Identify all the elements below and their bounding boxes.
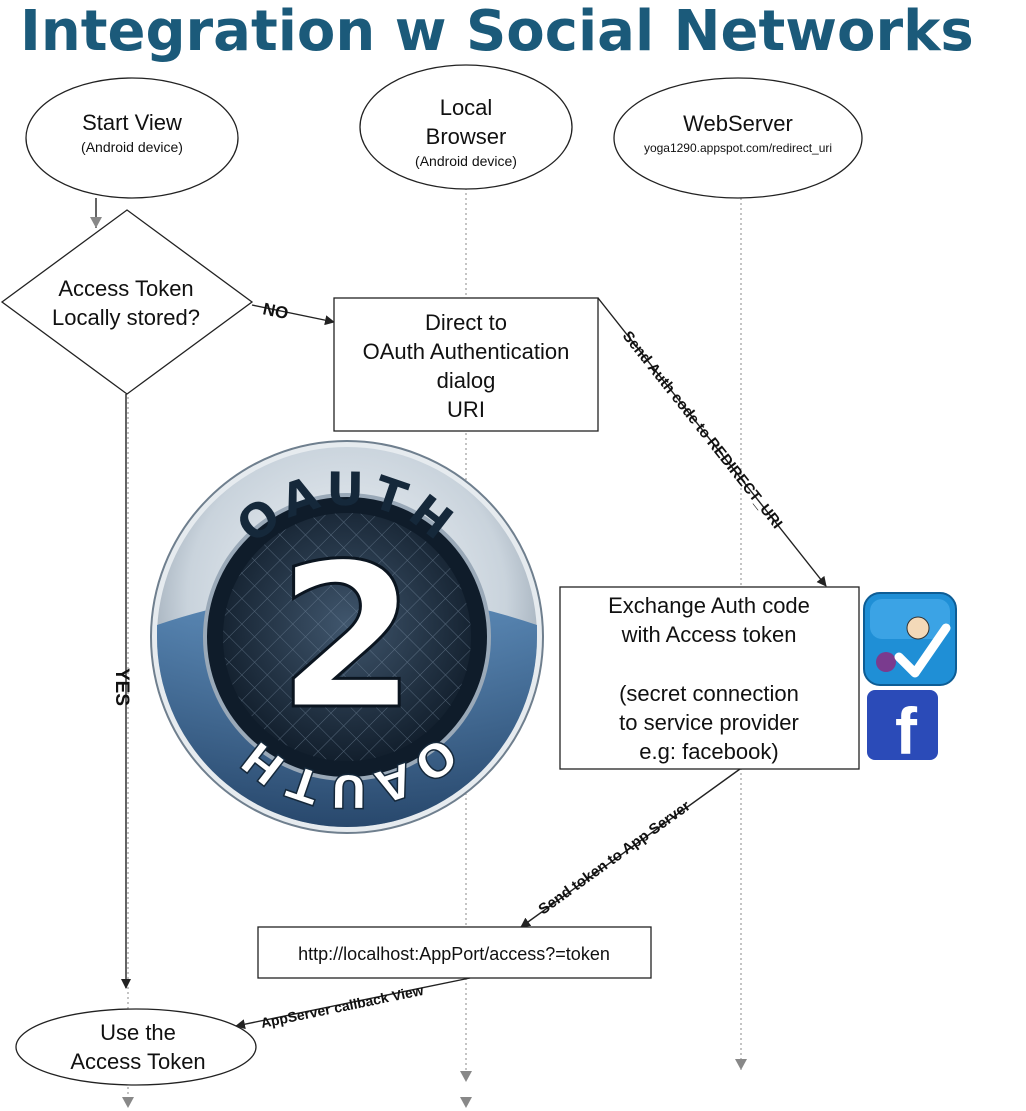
edge-label-no: NO [261, 299, 290, 323]
facebook-glyph: f [895, 694, 918, 768]
oauth2-numeral: 2 [277, 521, 416, 754]
box-label: with Access token [621, 622, 797, 647]
edge-label-yes: YES [111, 668, 132, 706]
lane-start-view: Start View (Android device) [25, 77, 239, 199]
lifeline-end-marker [122, 1097, 134, 1108]
arrow-send-auth-code [597, 297, 827, 587]
box-label: Direct to [425, 310, 507, 335]
box-label: dialog [437, 368, 496, 393]
lane-local-browser: Local Browser (Android device) [359, 64, 573, 190]
lane-title: Browser [426, 124, 507, 149]
end-node-label: Access Token [70, 1049, 205, 1074]
oauth-dialog-box: Direct to OAuth Authentication dialog UR… [333, 297, 599, 432]
lane-subtitle: (Android device) [81, 139, 183, 155]
end-node-label: Use the [100, 1020, 176, 1045]
box-label: (secret connection [619, 681, 799, 706]
decision-label: Locally stored? [52, 305, 200, 330]
lifeline-end-marker [460, 1097, 472, 1108]
lane-subtitle: (Android device) [415, 153, 517, 169]
lane-title: WebServer [683, 111, 793, 136]
url-box: http://localhost:AppPort/access?=token [257, 926, 652, 979]
box-label: URI [447, 397, 485, 422]
edge-label-send-token: Send token to App Server [535, 797, 693, 918]
decision-label: Access Token [58, 276, 193, 301]
lane-title: Start View [82, 110, 182, 135]
page-title: Integration w Social Networks [20, 0, 974, 64]
url-text: http://localhost:AppPort/access?=token [298, 944, 610, 964]
box-label: OAuth Authentication [363, 339, 570, 364]
lane-subtitle: yoga1290.appspot.com/redirect_uri [644, 141, 832, 155]
box-label: e.g: facebook) [639, 739, 778, 764]
box-label: to service provider [619, 710, 799, 735]
arrow-no [251, 304, 335, 326]
facebook-icon: f [867, 690, 938, 768]
arrow-callback [235, 977, 471, 1030]
lane-title: Local [440, 95, 493, 120]
exchange-box: Exchange Auth code with Access token (se… [559, 586, 860, 770]
arrow-send-token [520, 768, 741, 928]
edge-label-callback: AppServer callback View [259, 982, 424, 1031]
foursquare-icon [863, 592, 957, 686]
decision-access-token: Access Token Locally stored? [0, 209, 254, 395]
oauth2-logo: 2 OAUTH OAUTH [150, 440, 544, 834]
end-node-use-token: Use the Access Token [15, 1008, 257, 1086]
box-label: Exchange Auth code [608, 593, 810, 618]
lane-webserver: WebServer yoga1290.appspot.com/redirect_… [613, 77, 863, 199]
edge-label-send-auth-code: Send Auth code to REDIRECT_URI [619, 328, 786, 532]
